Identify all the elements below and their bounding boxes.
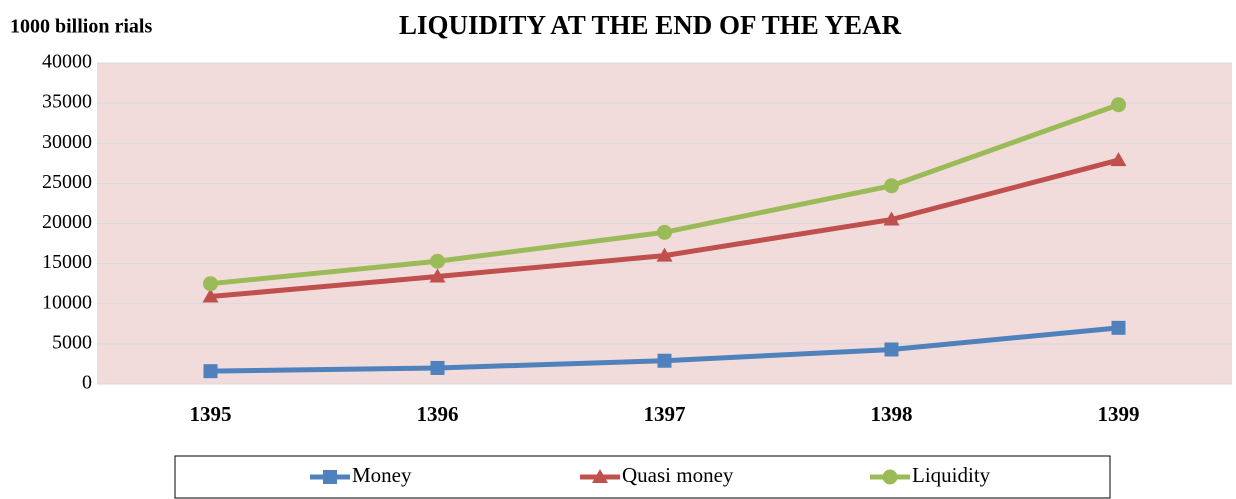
marker bbox=[882, 469, 898, 485]
marker bbox=[429, 268, 446, 283]
marker bbox=[430, 253, 445, 269]
y-tick-label: 35000 bbox=[42, 91, 92, 113]
y-tick-label: 15000 bbox=[42, 251, 92, 273]
marker bbox=[202, 288, 219, 303]
x-tick-label: 1398 bbox=[871, 402, 913, 426]
y-tick-label: 10000 bbox=[42, 291, 92, 313]
marker bbox=[203, 364, 218, 379]
marker bbox=[430, 360, 445, 375]
y-axis-label: 1000 billion rials bbox=[10, 16, 152, 38]
y-tick-label: 40000 bbox=[42, 51, 92, 73]
marker bbox=[657, 353, 672, 368]
y-tick-label: 20000 bbox=[42, 211, 92, 233]
marker bbox=[1111, 320, 1126, 335]
y-tick-label: 0 bbox=[82, 372, 92, 394]
legend-label: Money bbox=[352, 463, 412, 487]
marker bbox=[592, 469, 608, 483]
marker bbox=[884, 342, 899, 357]
marker bbox=[657, 224, 672, 240]
marker bbox=[656, 247, 673, 262]
marker bbox=[1111, 97, 1126, 113]
x-tick-label: 1397 bbox=[644, 402, 686, 426]
marker bbox=[884, 178, 899, 194]
y-tick-label: 25000 bbox=[42, 171, 92, 193]
x-tick-label: 1395 bbox=[190, 402, 232, 426]
y-tick-label: 5000 bbox=[52, 331, 92, 353]
chart-title: LIQUIDITY AT THE END OF THE YEAR bbox=[399, 10, 902, 40]
legend-label: Quasi money bbox=[622, 463, 734, 487]
x-tick-label: 1399 bbox=[1098, 402, 1140, 426]
marker bbox=[1110, 152, 1127, 167]
legend-label: Liquidity bbox=[912, 463, 991, 487]
marker bbox=[203, 276, 218, 292]
x-tick-label: 1396 bbox=[417, 402, 459, 426]
marker bbox=[883, 211, 900, 226]
y-tick-label: 30000 bbox=[42, 131, 92, 153]
marker bbox=[323, 470, 337, 484]
